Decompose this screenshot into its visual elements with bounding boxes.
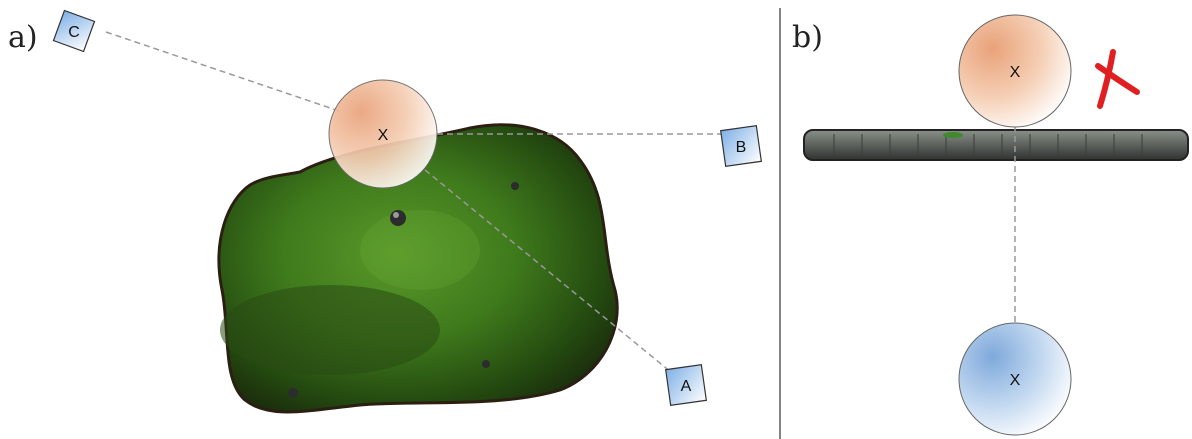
marker-b-label: B xyxy=(736,139,747,156)
marker-c-label: C xyxy=(68,24,80,41)
model-x-a: X xyxy=(328,79,438,189)
model-x-b-top-label: X xyxy=(1010,64,1021,81)
marker-c: C xyxy=(52,9,96,53)
sightline-to-c xyxy=(105,31,343,113)
model-x-b-bottom-label: X xyxy=(1010,372,1021,389)
sightlines-a xyxy=(105,31,722,374)
panel-b-label: b) xyxy=(792,20,823,55)
marker-b: B xyxy=(719,124,763,168)
model-x-b-top: X xyxy=(958,14,1072,128)
model-x-b-bottom: X xyxy=(958,322,1072,436)
sightline-to-a xyxy=(424,169,673,374)
panel-a-label: a) xyxy=(8,20,38,55)
forest-terrain xyxy=(217,123,619,414)
model-x-a-label: X xyxy=(378,127,389,144)
marker-a: A xyxy=(664,363,708,407)
terrain-rocks xyxy=(288,182,519,398)
stone-wall xyxy=(803,129,1189,161)
cross-mark-icon xyxy=(1095,49,1140,109)
marker-a-label: A xyxy=(681,378,692,395)
